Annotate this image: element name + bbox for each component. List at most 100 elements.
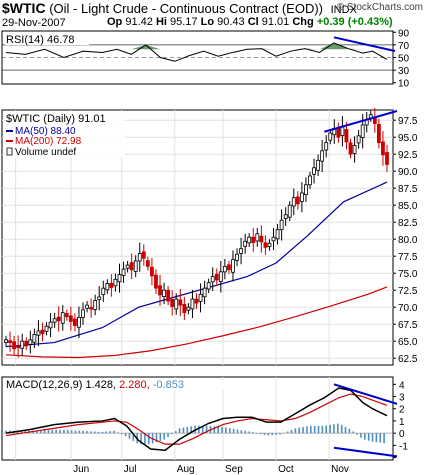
- macd-histogram-bar: [178, 428, 181, 434]
- price-y-tick-label: 82.5: [398, 218, 418, 229]
- price-candle-body: [295, 196, 300, 205]
- price-ma50-line: [5, 181, 388, 348]
- macd-title-bg: [5, 378, 225, 390]
- chart-date: 29-Nov-2007: [2, 17, 66, 29]
- price-candle-body: [235, 253, 239, 261]
- price-y-tick-label: 97.5: [398, 116, 418, 127]
- macd-histogram-bar: [267, 433, 270, 436]
- price-y-tick-label: 87.5: [398, 184, 418, 195]
- price-candle-body: [271, 236, 276, 242]
- price-candle-body: [255, 233, 260, 242]
- macd-histogram-bar: [375, 433, 378, 443]
- macd-histogram-bar: [205, 425, 208, 434]
- macd-histogram-bar: [279, 433, 281, 435]
- macd-histogram-bar: [252, 432, 254, 434]
- macd-histogram-bar: [105, 431, 108, 434]
- macd-histogram-bar: [225, 427, 227, 434]
- macd-histogram-bar: [329, 424, 331, 434]
- macd-histogram-bar: [379, 433, 382, 443]
- macd-histogram-bar: [186, 426, 189, 434]
- price-candle-body: [113, 278, 118, 287]
- macd-histogram-bar: [124, 433, 127, 437]
- price-candle-body: [133, 260, 138, 272]
- price-candle-body: [356, 135, 361, 144]
- macd-x-tick-label: Nov: [331, 464, 349, 475]
- macd-histogram-bar: [298, 427, 301, 434]
- price-candle-body: [64, 313, 69, 318]
- macd-histogram-bar: [348, 428, 351, 434]
- price-candle-body: [174, 298, 179, 310]
- macd-histogram-bar: [248, 431, 250, 434]
- price-candle-body: [129, 262, 134, 271]
- price-candle-body: [16, 345, 21, 349]
- macd-histogram-bar: [236, 429, 239, 434]
- macd-histogram-bar: [317, 425, 320, 434]
- price-candle-body: [360, 124, 365, 138]
- macd-histogram-bar: [120, 433, 123, 435]
- price-candle-body: [178, 299, 183, 306]
- price-candle-body: [186, 306, 191, 311]
- price-candle-body: [154, 274, 158, 289]
- macd-title: MACD(12,26,9) 1.428, 2.280, -0.853: [6, 379, 184, 391]
- open-value: 91.42: [125, 16, 153, 28]
- price-candle-body: [40, 329, 45, 335]
- price-candle-body: [24, 340, 29, 347]
- rsi-y-tick-label: 90: [398, 28, 410, 39]
- price-y-tick-label: 72.5: [398, 286, 418, 297]
- macd-histogram-bar: [306, 426, 308, 434]
- price-candle-body: [20, 340, 25, 349]
- price-candle-body: [206, 282, 211, 290]
- macd-y-tick-label: 0: [399, 429, 405, 440]
- ohlc-stats: Op 91.42 Hi 95.17 Lo 90.43 Cl 91.01 Chg …: [107, 16, 393, 28]
- rsi-y-tick-label: 30: [398, 66, 410, 77]
- macd-histogram-bar: [310, 425, 312, 434]
- price-y-tick-label: 62.5: [398, 354, 418, 365]
- price-candle-body: [198, 293, 203, 302]
- price-candle-body: [381, 141, 385, 156]
- price-candle-body: [263, 242, 268, 248]
- macd-line: [5, 387, 388, 452]
- price-candle-body: [291, 197, 296, 207]
- price-candle-body: [247, 236, 252, 244]
- price-candle-body: [150, 266, 154, 277]
- price-candle-body: [340, 126, 345, 136]
- macd-signal-line: [5, 393, 388, 445]
- price-candle-body: [344, 129, 349, 143]
- price-candle-body: [231, 259, 235, 273]
- macd-histogram-bar: [313, 425, 316, 434]
- macd-histogram-bar: [140, 433, 142, 445]
- price-candle-body: [97, 296, 102, 300]
- macd-histogram-bar: [325, 425, 328, 434]
- price-y-tick-label: 75.0: [398, 269, 418, 280]
- price-candle-body: [145, 260, 150, 267]
- price-y-tick-label: 65.0: [398, 337, 418, 348]
- macd-histogram-bar: [144, 433, 146, 445]
- price-ma200-line: [5, 286, 388, 359]
- close-value: 91.01: [261, 16, 290, 28]
- macd-histogram-bar: [78, 430, 81, 434]
- macd-histogram-bar: [174, 431, 177, 434]
- price-candle-body: [12, 341, 17, 350]
- close-label: Cl: [247, 16, 259, 28]
- price-candle-body: [275, 229, 280, 240]
- macd-histogram-bar: [43, 429, 46, 434]
- price-candle-body: [194, 298, 199, 304]
- macd-trendline-1: [333, 383, 398, 405]
- price-y-tick-label: 90.0: [398, 167, 418, 178]
- price-candle-body: [328, 132, 333, 141]
- macd-histogram-bar: [190, 426, 192, 434]
- chart-title: $WTIC (Oil - Light Crude - Continuous Co…: [2, 0, 357, 16]
- macd-histogram-bar: [59, 429, 61, 434]
- price-candle-body: [259, 235, 264, 243]
- legend-volume-swatch: [6, 147, 13, 156]
- price-candle-body: [158, 285, 162, 296]
- price-candle-body: [308, 175, 312, 186]
- price-candle-body: [279, 219, 284, 231]
- macd-histogram-bar: [163, 433, 165, 440]
- price-candle-body: [239, 248, 243, 254]
- change-value: +0.39 (+0.43%): [316, 16, 393, 28]
- macd-histogram-bar: [86, 431, 88, 434]
- macd-histogram-bar: [132, 433, 135, 441]
- macd-histogram-bar: [24, 430, 27, 434]
- macd-histogram-bar: [213, 426, 216, 434]
